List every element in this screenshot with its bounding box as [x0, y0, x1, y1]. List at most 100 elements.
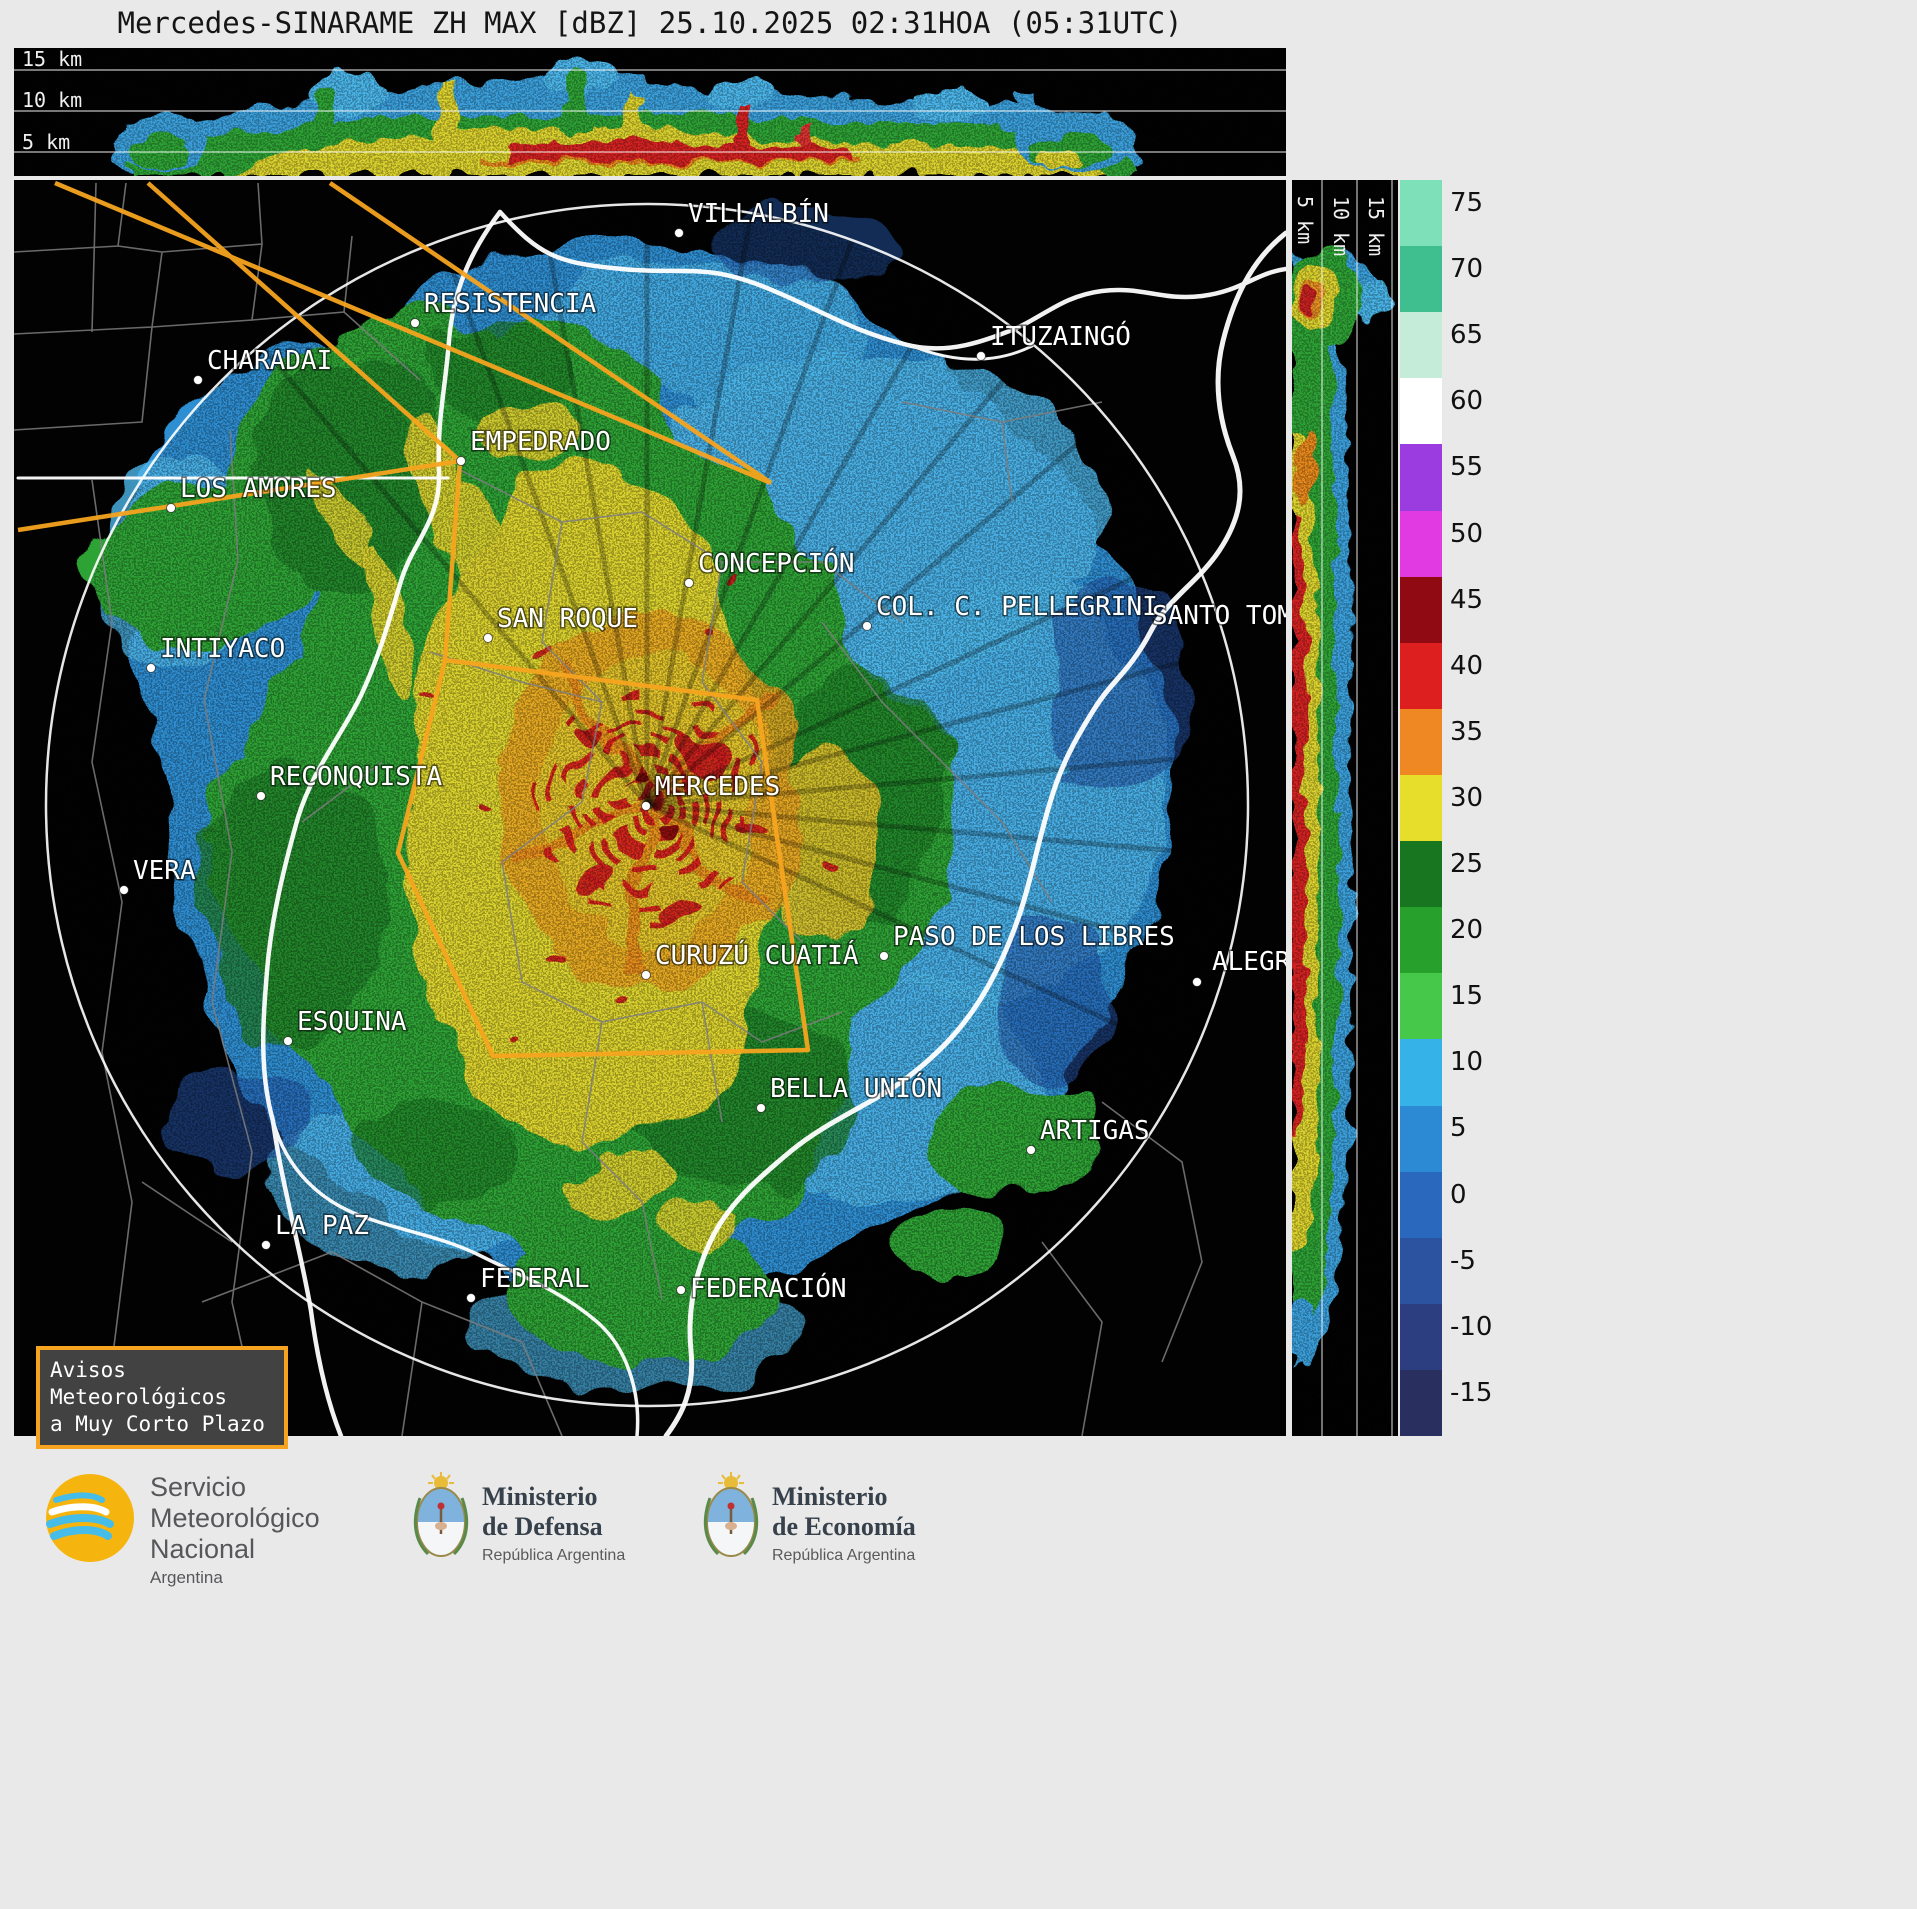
colorbar-segment: [1400, 1171, 1442, 1238]
right-noise-texture: [1292, 180, 1398, 1436]
city-dot: [1026, 1145, 1036, 1155]
colorbar-tick: 50: [1450, 518, 1484, 549]
city-label: VERA: [133, 856, 196, 886]
warning-box: Avisos Meteorológicos a Muy Corto Plazo: [36, 1346, 288, 1449]
city-label: INTIYACO: [160, 634, 285, 664]
warning-polygons: [17, 180, 811, 1059]
colorbar-tick: -10: [1450, 1311, 1493, 1342]
height-label: 15 km: [1364, 196, 1388, 256]
city-label: CONCEPCIÓN: [698, 547, 855, 579]
city-dot: [862, 621, 872, 631]
colorbar-tick: 0: [1450, 1179, 1467, 1210]
height-label: 10 km: [22, 88, 82, 112]
economia-line1: Ministerio: [772, 1482, 888, 1511]
colorbar-tick: -15: [1450, 1377, 1493, 1408]
defensa-coat-of-arms: [413, 1472, 469, 1557]
city-label: ESQUINA: [297, 1007, 407, 1037]
colorbar-segment: [1400, 576, 1442, 643]
city-label: BELLA UNIÓN: [770, 1072, 942, 1104]
smn-logo: [46, 1474, 134, 1562]
colorbar-tick: 60: [1450, 386, 1484, 417]
colorbar-segment: [1400, 642, 1442, 709]
colorbar-tick: 5: [1450, 1113, 1467, 1144]
colorbar-ticks: 75 70 65 60 55 50 45 40 35 30 25 20 15 10 5 0 -5 -10 -15: [1450, 180, 1530, 1436]
colorbar-tick: 20: [1450, 915, 1484, 946]
city-label: VILLALBÍN: [688, 197, 829, 229]
city-dot: [756, 1103, 766, 1113]
economia-line2: de Economía: [772, 1512, 916, 1541]
colorbar-segment: [1400, 973, 1442, 1040]
colorbar-tick: 25: [1450, 849, 1484, 880]
colorbar: [1400, 180, 1442, 1437]
city-dot: [1192, 977, 1202, 987]
warning-box-line2: a Muy Corto Plazo: [50, 1412, 265, 1436]
colorbar-segments: [1400, 180, 1442, 1437]
colorbar-segment: [1400, 1237, 1442, 1304]
city-dot: [641, 970, 651, 980]
height-label: 5 km: [1293, 196, 1317, 244]
height-label: 10 km: [1329, 196, 1353, 256]
city-dot: [410, 318, 420, 328]
smn-line2: Meteorológico: [150, 1503, 320, 1533]
footer: Servicio Meteorológico Nacional Argentin…: [0, 1436, 1917, 1909]
city-label: PASO DE LOS LIBRES: [893, 922, 1175, 952]
colorbar-tick: 35: [1450, 716, 1484, 747]
city-dot: [684, 578, 694, 588]
top-height-labels: 15 km 10 km 5 km: [22, 48, 82, 154]
colorbar-segment: [1400, 841, 1442, 908]
city-label: CHARADAI: [207, 346, 332, 376]
city-label: MERCEDES: [655, 772, 780, 802]
city-label: ALEGR: [1212, 947, 1286, 977]
city-dot: [261, 1240, 271, 1250]
colorbar-segment: [1400, 180, 1442, 247]
city-label: LA PAZ: [275, 1211, 369, 1241]
colorbar-tick: 65: [1450, 320, 1484, 351]
colorbar-tick: 15: [1450, 981, 1484, 1012]
city-dot: [879, 951, 889, 961]
colorbar-segment: [1400, 1105, 1442, 1172]
colorbar-segment: [1400, 774, 1442, 842]
city-dot: [483, 633, 493, 643]
smn-country: Argentina: [150, 1568, 223, 1587]
city-label: CURUZÚ CUATIÁ: [655, 939, 859, 971]
top-cross-section-plot: 15 km 10 km 5 km: [14, 48, 1286, 176]
colorbar-segment: [1400, 312, 1442, 379]
colorbar-segment: [1400, 1303, 1442, 1370]
city-dot: [283, 1036, 293, 1046]
colorbar-tick: 10: [1450, 1047, 1484, 1078]
defensa-wordmark: Ministerio de Defensa República Argentin…: [482, 1482, 625, 1565]
smn-line1: Servicio: [150, 1472, 247, 1502]
colorbar-tick: 30: [1450, 782, 1484, 813]
colorbar-segment: [1400, 1039, 1442, 1106]
colorbar-segment: [1400, 444, 1442, 511]
defensa-line2: de Defensa: [482, 1512, 603, 1541]
range-ring: [44, 202, 1250, 1408]
height-label: 15 km: [22, 48, 82, 71]
defensa-sub: República Argentina: [482, 1547, 626, 1564]
city-label: FEDERAL: [480, 1264, 590, 1294]
city-dot: [456, 456, 466, 466]
city-layer: VILLALBÍN RESISTENCIA ITUZAINGÓ CHARADAI EMP…: [119, 196, 1286, 1306]
right-cross-section-panel: 5 km 10 km 15 km: [1292, 180, 1398, 1436]
city-label: FEDERACIÓN: [690, 1272, 847, 1304]
colorbar-segment: [1400, 378, 1442, 445]
colorbar-segment: [1400, 246, 1442, 313]
city-dot: [466, 1293, 476, 1303]
river-lines: [16, 209, 1286, 1436]
page-title: Mercedes-SINARAME ZH MAX [dBZ] 25.10.202…: [117, 6, 1183, 40]
top-cross-section-panel: 15 km 10 km 5 km: [14, 48, 1286, 176]
warning-box-line1: Avisos Meteorológicos: [50, 1358, 228, 1409]
city-label: RECONQUISTA: [270, 762, 443, 792]
right-cross-section-plot: 5 km 10 km 15 km: [1292, 180, 1398, 1436]
economia-wordmark: Ministerio de Economía República Argenti…: [772, 1482, 916, 1565]
colorbar-tick: 45: [1450, 584, 1484, 615]
defensa-line1: Ministerio: [482, 1482, 598, 1511]
colorbar-segment: [1400, 907, 1442, 974]
colorbar-tick: 40: [1450, 650, 1484, 681]
city-dot: [256, 791, 266, 801]
city-label: ITUZAINGÓ: [990, 320, 1131, 352]
radar-map-panel: VILLALBÍN RESISTENCIA ITUZAINGÓ CHARADAI EMP…: [14, 180, 1286, 1449]
right-height-gridlines: [1321, 180, 1393, 1436]
smn-line3: Nacional: [150, 1534, 256, 1564]
top-noise-texture: [14, 48, 1286, 176]
